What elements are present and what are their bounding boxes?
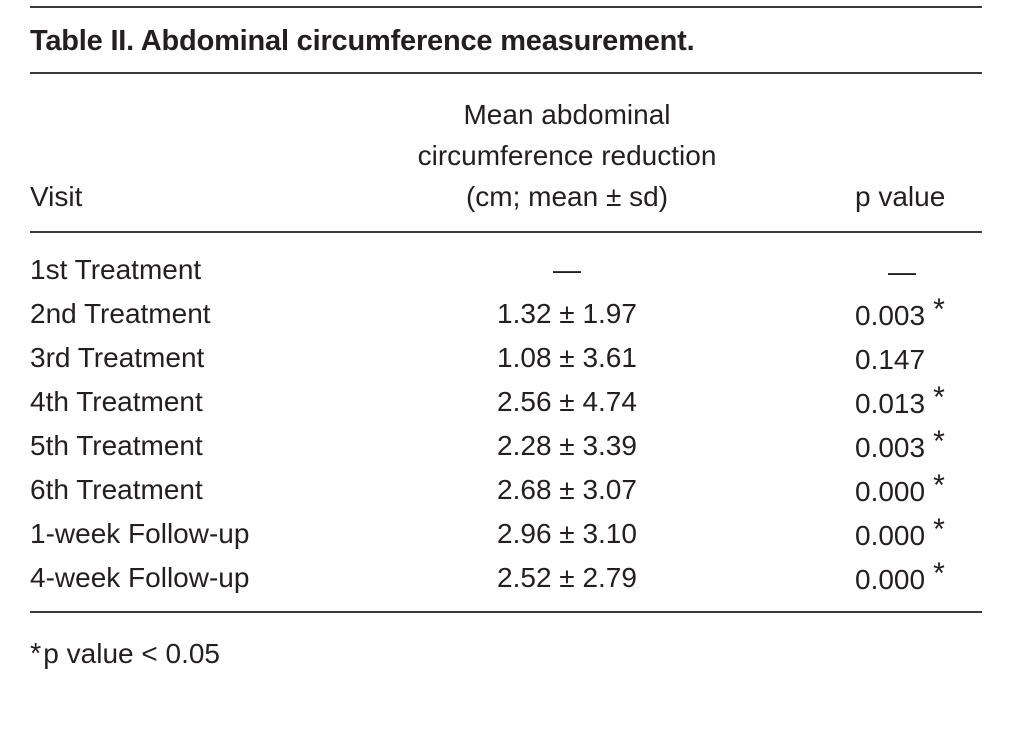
significance-asterisk: *: [933, 381, 945, 414]
bottom-rule: [30, 611, 982, 613]
pvalue-number: 0.013: [855, 388, 926, 419]
table-row: 1-week Follow-up 2.96 ± 3.10 0.000 *: [30, 512, 982, 556]
pvalue-cell: 0.000 *: [784, 469, 982, 507]
mean-cell: 1.08 ± 3.61: [497, 342, 637, 373]
mean-cell: 2.56 ± 4.74: [497, 386, 637, 417]
column-header-pvalue: p value: [855, 181, 946, 212]
column-header-mean-line1: Mean abdominal: [463, 99, 671, 130]
table-row: 3rd Treatment 1.08 ± 3.61 0.147: [30, 336, 982, 380]
pvalue-cell: 0.000 *: [784, 513, 982, 551]
mean-cell: —: [553, 254, 581, 285]
table-figure: Table II. Abdominal circumference measur…: [30, 6, 982, 671]
table-body: 1st Treatment — — 2nd Treatment 1.32 ± 1…: [30, 233, 982, 611]
pvalue-number: 0.000: [855, 520, 926, 551]
pvalue-number: 0.147: [855, 344, 926, 375]
pvalue-number: 0.000: [855, 476, 926, 507]
mean-cell: 2.28 ± 3.39: [497, 430, 637, 461]
mean-cell: 2.96 ± 3.10: [497, 518, 637, 549]
footnote: *p value < 0.05: [30, 637, 982, 671]
significance-asterisk: *: [933, 469, 945, 502]
visit-cell: 3rd Treatment: [30, 342, 205, 373]
pvalue-number: —: [888, 256, 916, 287]
visit-cell: 1st Treatment: [30, 254, 202, 285]
table-row: 1st Treatment — —: [30, 248, 982, 292]
pvalue-number: 0.003: [855, 432, 926, 463]
header-rule: [30, 231, 982, 233]
table-row: 2nd Treatment 1.32 ± 1.97 0.003 *: [30, 292, 982, 336]
visit-cell: 2nd Treatment: [30, 298, 211, 329]
mean-cell: 2.52 ± 2.79: [497, 562, 637, 593]
pvalue-cell: 0.003 *: [784, 293, 982, 331]
significance-asterisk: *: [933, 293, 945, 326]
table-row: 6th Treatment 2.68 ± 3.07 0.000 *: [30, 468, 982, 512]
significance-asterisk: *: [933, 513, 945, 546]
pvalue-number: 0.003: [855, 300, 926, 331]
significance-asterisk: *: [933, 557, 945, 590]
mean-cell: 1.32 ± 1.97: [497, 298, 637, 329]
visit-cell: 6th Treatment: [30, 474, 203, 505]
pvalue-cell: —: [784, 253, 982, 287]
pvalue-cell: 0.013 *: [784, 381, 982, 419]
visit-cell: 1-week Follow-up: [30, 518, 250, 549]
table-row: 4th Treatment 2.56 ± 4.74 0.013 *: [30, 380, 982, 424]
visit-cell: 4-week Follow-up: [30, 562, 250, 593]
pvalue-cell: 0.000 *: [784, 557, 982, 595]
pvalue-cell: 0.003 *: [784, 425, 982, 463]
pvalue-number: 0.000: [855, 564, 926, 595]
top-rule: [30, 6, 982, 8]
table-header: Visit Mean abdominal circumference reduc…: [30, 74, 982, 217]
pvalue-cell: 0.147: [784, 341, 982, 375]
table-row: 5th Treatment 2.28 ± 3.39 0.003 *: [30, 424, 982, 468]
column-header-mean: Mean abdominal circumference reduction (…: [350, 94, 784, 217]
significance-asterisk: *: [933, 425, 945, 458]
visit-cell: 5th Treatment: [30, 430, 203, 461]
mean-cell: 2.68 ± 3.07: [497, 474, 637, 505]
title-rule: [30, 72, 982, 74]
column-header-visit: Visit: [30, 181, 83, 212]
footnote-text: p value < 0.05: [43, 638, 220, 669]
table-row: 4-week Follow-up 2.52 ± 2.79 0.000 *: [30, 556, 982, 600]
footnote-asterisk: *: [30, 638, 42, 670]
visit-cell: 4th Treatment: [30, 386, 203, 417]
table-title: Table II. Abdominal circumference measur…: [30, 25, 695, 57]
column-header-mean-line3: (cm; mean ± sd): [465, 181, 669, 212]
column-header-mean-line2: circumference reduction: [417, 140, 717, 171]
